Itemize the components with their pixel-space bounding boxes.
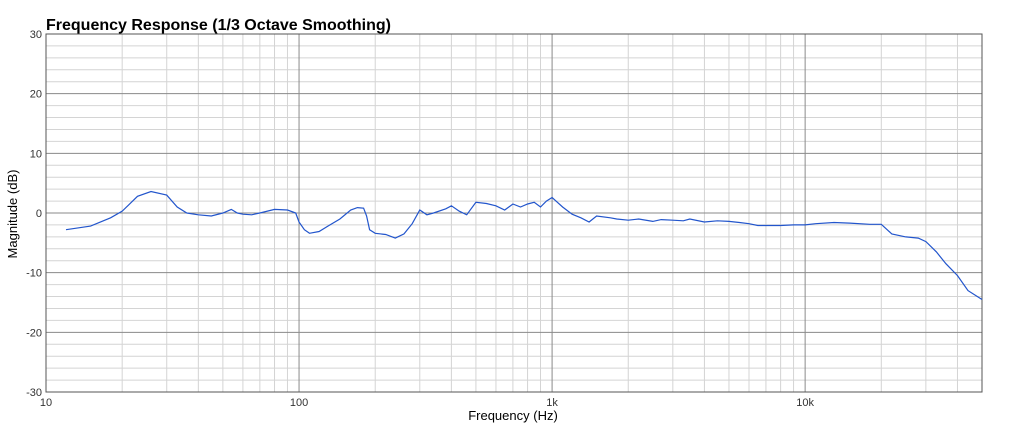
chart-title: Frequency Response (1/3 Octave Smoothing… xyxy=(46,17,391,34)
x-tick-label: 10 xyxy=(40,397,52,409)
y-tick-label: 20 xyxy=(30,89,42,101)
plot-frame xyxy=(45,33,983,393)
y-tick-label: -30 xyxy=(26,387,42,399)
y-axis-ticks: 30 20 10 0 -10 -20 -30 xyxy=(26,29,42,399)
y-tick-label: 10 xyxy=(30,148,42,160)
series-line xyxy=(65,190,983,301)
y-axis-label: Magnitude (dB) xyxy=(5,170,20,259)
x-tick-label: 1k xyxy=(546,397,558,409)
x-tick-label: 100 xyxy=(290,397,308,409)
x-tick-label: 10k xyxy=(796,397,814,409)
y-tick-label: -10 xyxy=(26,268,42,280)
y-tick-label: 30 xyxy=(30,29,42,41)
x-axis-ticks: 10 100 1k 10k xyxy=(40,397,815,409)
y-tick-label: 0 xyxy=(36,208,42,220)
x-axis-label: Frequency (Hz) xyxy=(468,408,558,423)
y-tick-label: -20 xyxy=(26,327,42,339)
